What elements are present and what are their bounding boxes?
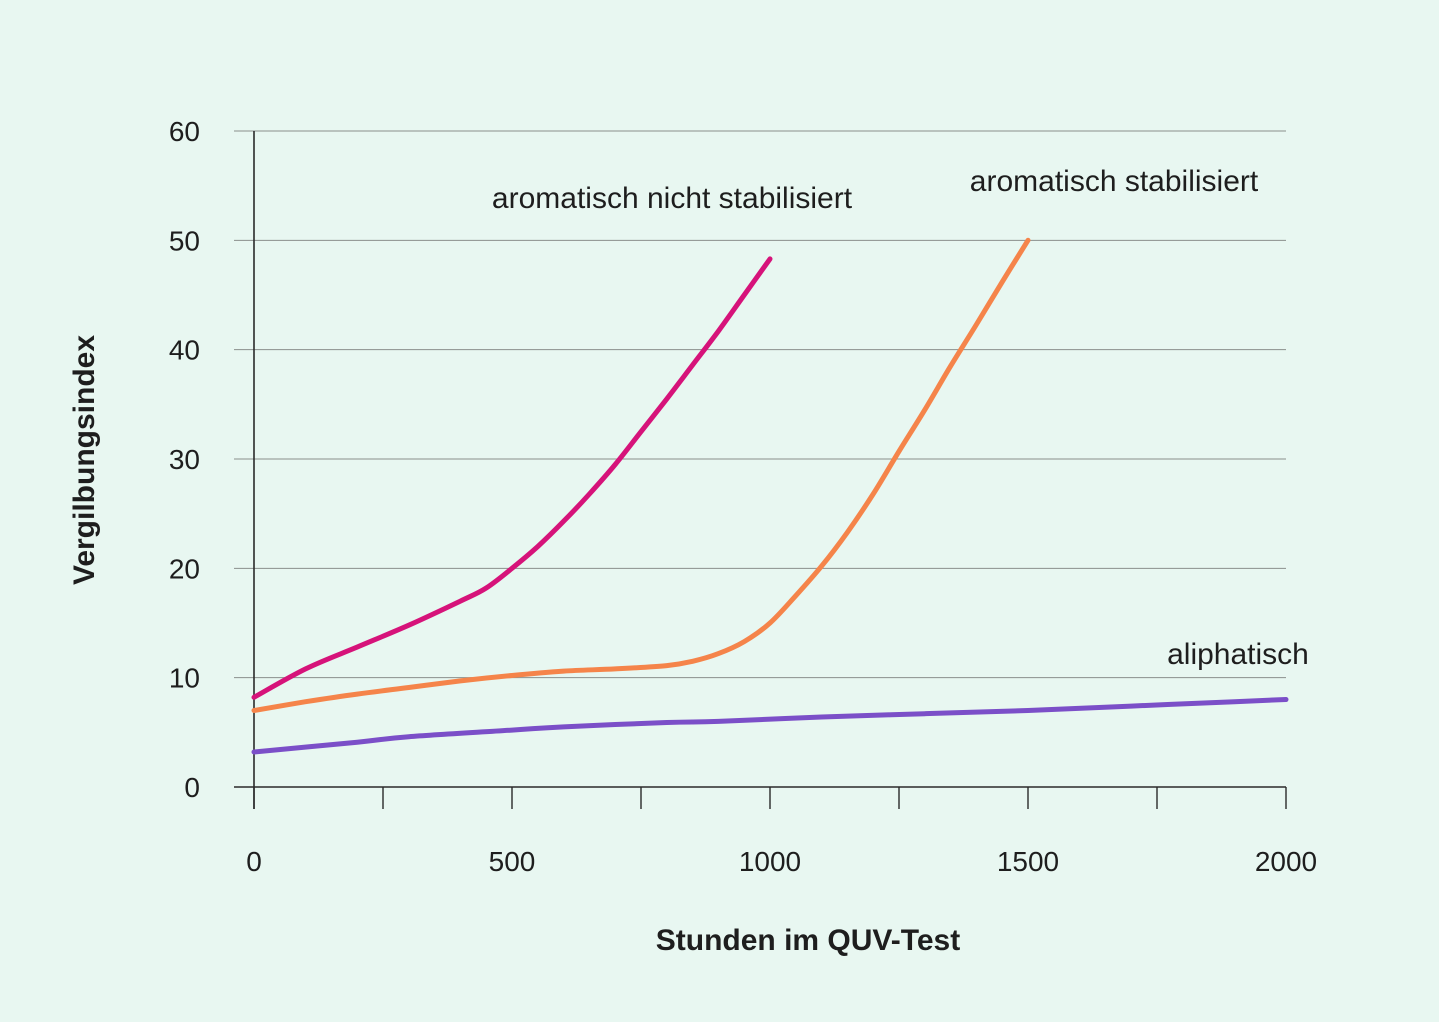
series-label-aromatisch-nicht-stabilisiert: aromatisch nicht stabilisiert [492, 182, 853, 215]
x-tick-label-1500: 1500 [997, 846, 1059, 877]
y-tick-label-40: 40 [169, 335, 200, 366]
y-tick-label-60: 60 [169, 116, 200, 147]
y-tick-label-20: 20 [169, 553, 200, 584]
x-axis-title: Stunden im QUV-Test [656, 924, 960, 957]
series-layer [251, 237, 1289, 755]
x-tick-label-2000: 2000 [1255, 846, 1317, 877]
x-tick-label-500: 500 [489, 846, 536, 877]
series-line-aliphatisch [251, 697, 1289, 755]
y-axis-title: Vergilbungsindex [68, 335, 101, 585]
y-tick-label-50: 50 [169, 225, 200, 256]
x-tick-label-0: 0 [246, 846, 262, 877]
y-tick-label-30: 30 [169, 444, 200, 475]
y-tick-label-10: 10 [169, 663, 200, 694]
series-line-aromatisch-nicht-stabilisiert [251, 256, 773, 700]
x-tick-label-1000: 1000 [739, 846, 801, 877]
grid-layer [234, 130, 1286, 788]
series-label-aromatisch-stabilisiert: aromatisch stabilisiert [970, 165, 1259, 198]
y-tick-label-0: 0 [184, 772, 200, 803]
series-label-aliphatisch: aliphatisch [1167, 638, 1309, 671]
series-line-aromatisch-stabilisiert [251, 237, 1031, 713]
label-layer: 0 10 20 30 40 50 60 0 500 1000 1500 2000 aromatisch … [169, 116, 1317, 877]
